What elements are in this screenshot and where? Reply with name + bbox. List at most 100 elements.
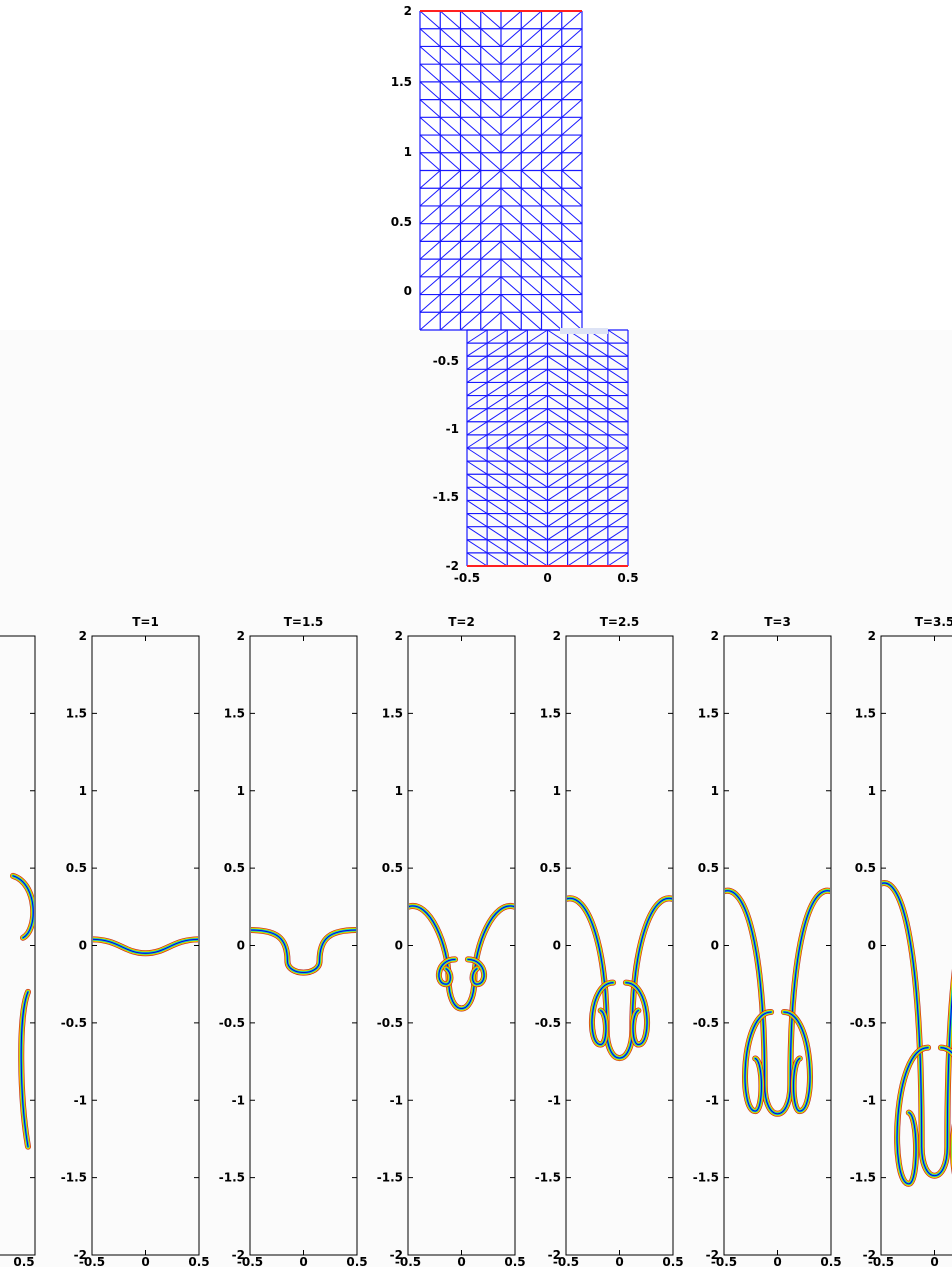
mesh-diagonal (541, 81, 563, 100)
mesh-diagonal (506, 368, 528, 383)
vortex-contour (744, 1011, 772, 1112)
mesh-diagonal (561, 187, 583, 207)
mesh-diagonal (460, 63, 482, 83)
y-tick-label: -1 (74, 1093, 87, 1107)
mesh-diagonal (500, 10, 522, 30)
contour-lines (93, 936, 198, 957)
mesh-diagonal (587, 460, 609, 475)
panel-title: T=2 (448, 615, 475, 629)
mesh-diagonal (486, 460, 508, 475)
mesh-diagonal (541, 276, 563, 295)
mesh-diagonal (506, 473, 528, 488)
mesh-diagonal (567, 408, 589, 423)
y-tick-label: -1 (446, 422, 459, 436)
y-tick-label: 0.5 (391, 215, 412, 229)
x-tick-label: 0 (457, 1255, 465, 1267)
mesh-diagonal (567, 460, 589, 475)
mesh-diagonal (587, 382, 609, 396)
mesh-diagonal (439, 28, 461, 47)
x-tick-label: 0 (543, 571, 551, 585)
mesh-diagonal (500, 311, 522, 331)
mesh-diagonal (506, 486, 528, 501)
y-tick-label: 1 (553, 784, 561, 798)
y-tick-label: 0 (395, 939, 403, 953)
mesh-diagonal (567, 500, 589, 514)
mesh-diagonal (587, 368, 609, 383)
x-tick-label: 0.5 (820, 1255, 841, 1267)
mesh-diagonal (460, 241, 482, 260)
mesh-diagonal (439, 223, 461, 242)
mesh-diagonal (506, 513, 528, 528)
mesh-diagonal (460, 223, 482, 242)
mesh-diagonal (561, 152, 583, 171)
contour-panels: 0.521.510.50-0.5-1-1.5-2-0.5 0 0.5T=121.51… (0, 615, 952, 1267)
y-tick-label: 1.5 (855, 706, 876, 720)
mesh-diagonal (561, 276, 583, 295)
mesh-diagonal (419, 241, 441, 260)
mesh-diagonal (567, 421, 589, 436)
mesh-diagonal (506, 421, 528, 436)
mesh-diagonal (561, 294, 583, 313)
mesh-diagonal (567, 434, 589, 449)
mesh-diagonal (547, 395, 568, 410)
mesh-diagonal (541, 10, 563, 30)
mesh-diagonal (541, 63, 563, 83)
panel-frame (723, 635, 832, 1256)
mesh-diagonal (466, 486, 488, 501)
vortex-contour (591, 982, 614, 1045)
mesh-diagonal (561, 134, 583, 154)
mesh-diagonal (419, 152, 441, 171)
mesh-diagonal (466, 342, 488, 357)
y-tick-label: 1 (404, 145, 412, 159)
vortex-contour (625, 982, 648, 1045)
mesh-diagonal (500, 99, 522, 118)
panel-title: T=3.5 (915, 615, 952, 629)
mesh-diagonal (607, 539, 629, 554)
y-tick-label: 0 (237, 939, 245, 953)
mesh-diagonal (561, 63, 583, 83)
mesh-diagonal (439, 10, 461, 30)
interface-contour (882, 882, 952, 1176)
mesh-diagonal (439, 152, 461, 171)
mesh-diagonal (466, 329, 488, 344)
mesh-diagonal (486, 382, 508, 396)
mesh-diagonal (587, 355, 609, 370)
mesh-diagonal (607, 486, 629, 501)
mesh-diagonal (460, 205, 482, 225)
mesh-diagonal (547, 513, 568, 528)
vortex-contour (896, 1047, 929, 1185)
mesh-diagonal (486, 526, 508, 541)
mesh-diagonal (480, 46, 502, 65)
mesh-diagonal (520, 99, 542, 118)
mesh-diagonal (466, 395, 488, 410)
mesh-diagonal (480, 63, 502, 83)
mesh-diagonal (541, 258, 563, 278)
y-tick-label: -0.5 (377, 1016, 403, 1030)
mesh-diagonal (567, 486, 589, 501)
contour-panel: 21.510.50-0.5-1-1.5-2-0.5 0 0.5T=1 (61, 615, 210, 1267)
y-tick-label: 0.5 (224, 861, 245, 875)
mesh-diagonal (527, 500, 548, 514)
mesh-diagonal (587, 342, 609, 357)
mesh-diagonal (547, 447, 568, 462)
y-tick-label: -2 (863, 1248, 876, 1262)
mesh-diagonal (460, 10, 482, 30)
y-tick-label: 0.5 (855, 861, 876, 875)
mesh-diagonal (607, 473, 629, 488)
mesh-diagonal (439, 187, 461, 207)
mesh-diagonal (561, 99, 583, 118)
mesh-diagonal (500, 223, 522, 242)
mesh-diagonal (439, 294, 461, 313)
mesh-diagonal (439, 81, 461, 100)
y-tick-label: 1.5 (382, 706, 403, 720)
y-tick-label: -1.5 (693, 1171, 719, 1185)
x-tick-label: -0.5 (454, 571, 480, 585)
mesh-diagonal (547, 552, 568, 567)
mesh-diagonal (541, 294, 563, 313)
y-tick-label: 1 (237, 784, 245, 798)
mesh-diagonal (520, 28, 542, 47)
mesh-diagonal (480, 311, 502, 331)
mesh-diagonal (466, 460, 488, 475)
mesh-diagonal (506, 382, 528, 396)
mesh-diagonal (547, 368, 568, 383)
